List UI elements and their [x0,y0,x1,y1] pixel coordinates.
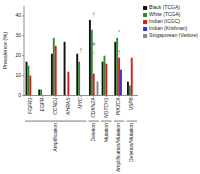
annotation: † [79,47,82,53]
x-tick [68,96,69,98]
legend-label: Black (TCGA) [149,4,180,10]
bar [78,62,80,96]
bar [53,38,55,96]
x-tick-label: MYC [77,97,83,109]
chart: Black (TCGA)White (TCGA)Indian (ICGC)Ind… [0,0,200,174]
group-bracket [25,121,86,122]
x-tick [119,96,120,98]
bar [27,66,29,96]
legend-label: Indian (Krishnan) [149,25,187,31]
x-tick-label: USP8 [128,97,134,110]
x-tick-label: NOTCH1 [103,97,109,118]
legend-label: White (TCGA) [149,11,181,17]
legend-label: Indian (ICGC) [149,18,180,24]
y-tick-label: 30 [15,32,21,38]
bar [89,20,91,96]
bar [97,82,99,96]
bar [104,56,106,96]
bar [40,90,42,96]
y-tick-label: 20 [15,52,21,58]
bar [131,58,133,96]
bar [102,62,104,96]
y-tick-label: 0 [18,92,21,98]
x-axis [24,95,138,96]
bar [118,58,120,96]
x-tick-label: KHRAS [65,97,71,115]
y-axis [24,6,25,96]
group-bracket [126,121,137,122]
bar [26,62,28,96]
legend-swatch [143,20,147,24]
y-tick-label: 10 [15,72,21,78]
legend-swatch [143,6,147,10]
annotation: † [117,49,120,55]
bar [114,42,116,96]
y-tick-label: 40 [15,12,21,18]
x-tick-label: PIK3CA [115,97,121,115]
x-tick-label: CCND1 [52,97,58,114]
x-tick [131,96,132,98]
annotation: † [92,11,95,17]
x-tick [43,96,44,98]
y-axis-label: Prevalence (%) [2,32,8,70]
x-tick [55,96,56,98]
group-bracket [101,121,112,122]
legend-swatch [143,27,147,31]
bar [105,64,107,96]
x-tick-label: FGFR1 [27,97,33,114]
bar [64,42,66,96]
annotation: * [118,29,121,35]
bar [116,38,118,96]
bar [55,46,57,96]
group-label: Amplification/Mutation [115,123,121,172]
group-bracket [88,121,99,122]
bar [91,30,93,96]
x-tick [93,96,94,98]
y-tick [22,75,24,76]
group-bracket [114,121,125,122]
x-tick-label: CDKN2A [90,97,96,118]
group-label: Deletion [90,123,96,142]
legend-swatch [143,13,147,17]
group-label: Deletion/Mutation [128,123,134,162]
group-label: Amplification [52,123,58,152]
bar [38,90,40,96]
annotation: ↓ [92,49,95,55]
x-tick [106,96,107,98]
bar [29,76,31,96]
legend-swatch [143,34,147,38]
x-tick-label: EGFR [39,97,45,111]
y-tick [22,95,24,96]
bar [67,72,69,96]
bar [93,74,95,96]
bar [76,54,78,96]
bar [129,86,131,96]
bar [127,82,129,96]
annotation: # [92,41,96,47]
y-tick [22,55,24,56]
legend-label: Singaporean (Vettore) [149,32,198,38]
bars [26,20,133,96]
y-tick [22,35,24,36]
x-tick [81,96,82,98]
legend: Black (TCGA)White (TCGA)Indian (ICGC)Ind… [143,4,198,38]
x-tick [30,96,31,98]
bar [120,70,122,96]
bar [51,54,53,96]
group-label: Mutation [103,123,109,142]
y-tick [22,15,24,16]
